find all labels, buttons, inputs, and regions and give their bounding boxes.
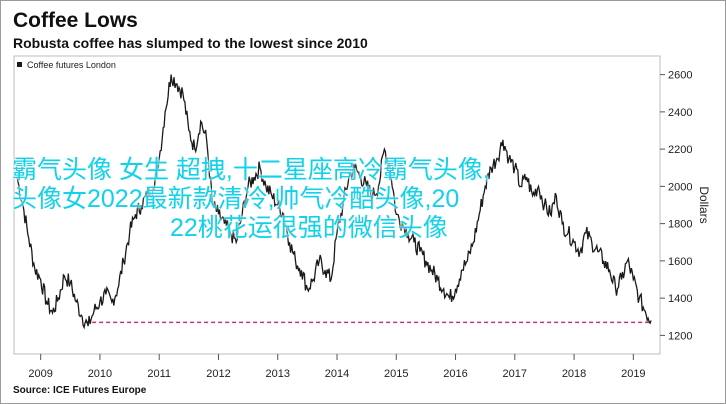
y-tick-label: 1600 xyxy=(668,256,692,268)
x-tick-label: 2015 xyxy=(384,368,408,380)
chart-source: Source: ICE Futures Europe xyxy=(13,385,147,396)
overlay-line-1: 霸气头像 女生 超拽,十二星座高冷霸气头像, xyxy=(12,156,490,184)
chart-title: Coffee Lows xyxy=(13,9,138,32)
overlay-line-3: 22桃花运很强的微信头像 xyxy=(170,214,448,242)
x-tick-label: 2016 xyxy=(443,368,467,380)
x-tick-label: 2018 xyxy=(562,368,586,380)
y-tick-label: 2000 xyxy=(668,181,692,193)
x-tick-label: 2014 xyxy=(325,368,349,380)
watermark-overlay-text: 霸气头像 女生 超拽,十二星座高冷霸气头像, 头像女2022最新款清冷,帅气冷酷… xyxy=(0,156,640,243)
y-tick-label: 1400 xyxy=(668,293,692,305)
x-tick-label: 2012 xyxy=(206,368,230,380)
y-tick-label: 1200 xyxy=(668,330,692,342)
legend-label: Coffee futures London xyxy=(27,60,116,70)
y-tick-label: 1800 xyxy=(668,219,692,231)
y-tick-label: 2600 xyxy=(668,70,692,82)
chart-subtitle: Robusta coffee has slumped to the lowest… xyxy=(13,35,368,51)
x-tick-label: 2009 xyxy=(28,368,52,380)
x-tick-label: 2017 xyxy=(503,368,527,380)
x-tick-label: 2013 xyxy=(265,368,289,380)
legend-swatch xyxy=(17,62,22,67)
y-tick-label: 2200 xyxy=(668,144,692,156)
x-tick-label: 2011 xyxy=(147,368,171,380)
x-tick-label: 2010 xyxy=(88,368,112,380)
x-tick-label: 2019 xyxy=(621,368,645,380)
series-line-coffee-futures xyxy=(16,74,652,330)
y-axis-label: Dollars xyxy=(697,186,711,223)
overlay-line-2: 头像女2022最新款清冷,帅气冷酷头像,20 xyxy=(12,185,460,213)
y-tick-label: 2400 xyxy=(668,107,692,119)
